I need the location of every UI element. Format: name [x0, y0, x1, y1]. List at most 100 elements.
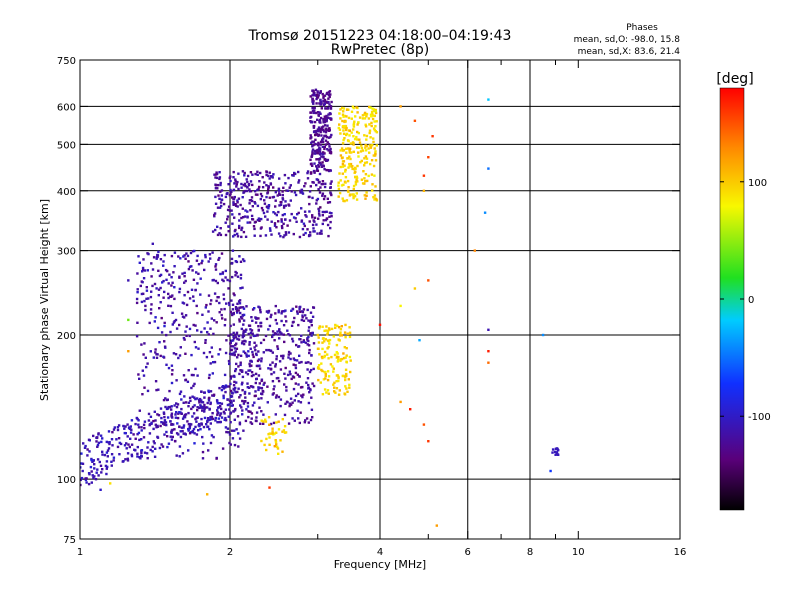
echo-point: [136, 321, 139, 324]
echo-point: [326, 378, 330, 382]
echo-point: [327, 375, 331, 378]
echo-point: [337, 195, 340, 198]
echo-point: [235, 185, 238, 188]
echo-point: [251, 218, 255, 221]
echo-point: [327, 392, 330, 395]
stats-heading: Phases: [626, 23, 658, 33]
echo-point: [342, 107, 346, 110]
echo-point: [300, 207, 303, 210]
echo-point: [318, 150, 322, 153]
echo-point: [258, 367, 262, 370]
echo-point: [159, 258, 163, 261]
echo-point: [96, 445, 99, 448]
echo-point: [199, 428, 202, 431]
echo-point: [148, 423, 151, 427]
echo-point: [232, 292, 235, 295]
echo-point: [138, 409, 141, 412]
echo-point: [167, 296, 170, 300]
echo-point: [234, 306, 238, 309]
echo-point: [231, 308, 235, 311]
echo-point: [242, 332, 245, 336]
echo-point: [183, 294, 186, 297]
echo-point: [317, 188, 320, 191]
echo-point: [360, 178, 364, 181]
echo-point: [337, 187, 341, 191]
echo-point: [317, 341, 321, 344]
echo-point: [337, 358, 340, 361]
echo-point: [170, 405, 173, 408]
echo-point: [311, 89, 314, 92]
echo-point: [225, 192, 228, 196]
echo-point: [322, 118, 325, 121]
echo-point: [267, 348, 270, 352]
echo-point: [215, 176, 219, 180]
echo-point: [85, 481, 88, 484]
echo-point: [196, 408, 199, 412]
echo-point: [237, 172, 240, 175]
echo-point: [215, 171, 218, 174]
echo-point: [332, 335, 335, 338]
echo-point: [316, 91, 319, 94]
echo-point: [355, 176, 359, 180]
echo-point: [99, 488, 102, 491]
echo-point: [122, 424, 125, 428]
echo-point: [216, 402, 219, 405]
echo-point: [324, 373, 327, 376]
echo-point: [332, 367, 335, 370]
echo-point: [146, 269, 149, 272]
echo-point: [317, 207, 320, 211]
echo-point: [156, 353, 159, 356]
echo-point: [282, 222, 285, 225]
echo-point: [319, 101, 323, 105]
echo-point: [218, 171, 221, 174]
echo-point: [224, 426, 228, 429]
echo-point: [287, 356, 290, 359]
echo-point: [319, 143, 322, 146]
echo-point: [240, 182, 243, 186]
echo-point: [299, 189, 302, 193]
echo-point: [358, 116, 362, 119]
echo-point: [251, 404, 255, 407]
echo-point: [315, 133, 319, 136]
echo-point: [318, 325, 321, 328]
echo-point: [233, 418, 236, 421]
echo-point: [292, 387, 296, 391]
echo-point: [413, 287, 417, 290]
echo-point: [271, 427, 274, 430]
echo-point: [140, 426, 143, 429]
echo-point: [165, 363, 168, 366]
echo-point: [348, 134, 351, 137]
echo-point: [230, 401, 233, 404]
echo-point: [240, 235, 243, 239]
echo-point: [267, 367, 270, 370]
echo-point: [290, 190, 293, 193]
echo-point: [160, 331, 164, 334]
echo-point: [243, 390, 247, 394]
echo-point: [321, 138, 324, 141]
echo-point: [251, 308, 255, 311]
echo-point: [278, 177, 281, 180]
echo-point: [242, 313, 246, 317]
echo-point: [317, 141, 320, 145]
echo-point: [312, 125, 315, 128]
echo-point: [295, 220, 298, 223]
echo-point: [264, 418, 267, 421]
echo-point: [220, 416, 224, 419]
echo-point: [170, 373, 174, 376]
echo-point: [96, 458, 100, 461]
echo-point: [340, 184, 344, 187]
echo-point: [192, 295, 195, 298]
echo-point: [284, 218, 287, 221]
echo-point: [305, 317, 308, 320]
echo-point: [239, 277, 243, 280]
echo-point: [224, 221, 227, 224]
echo-point: [232, 337, 236, 340]
echo-point: [265, 348, 268, 352]
echo-point: [287, 422, 291, 425]
colorbar-tick-label: -100: [748, 412, 771, 423]
echo-point: [246, 386, 249, 389]
echo-point: [237, 334, 241, 338]
echo-point: [209, 422, 212, 425]
echo-point: [322, 197, 326, 201]
echo-point: [218, 420, 221, 424]
